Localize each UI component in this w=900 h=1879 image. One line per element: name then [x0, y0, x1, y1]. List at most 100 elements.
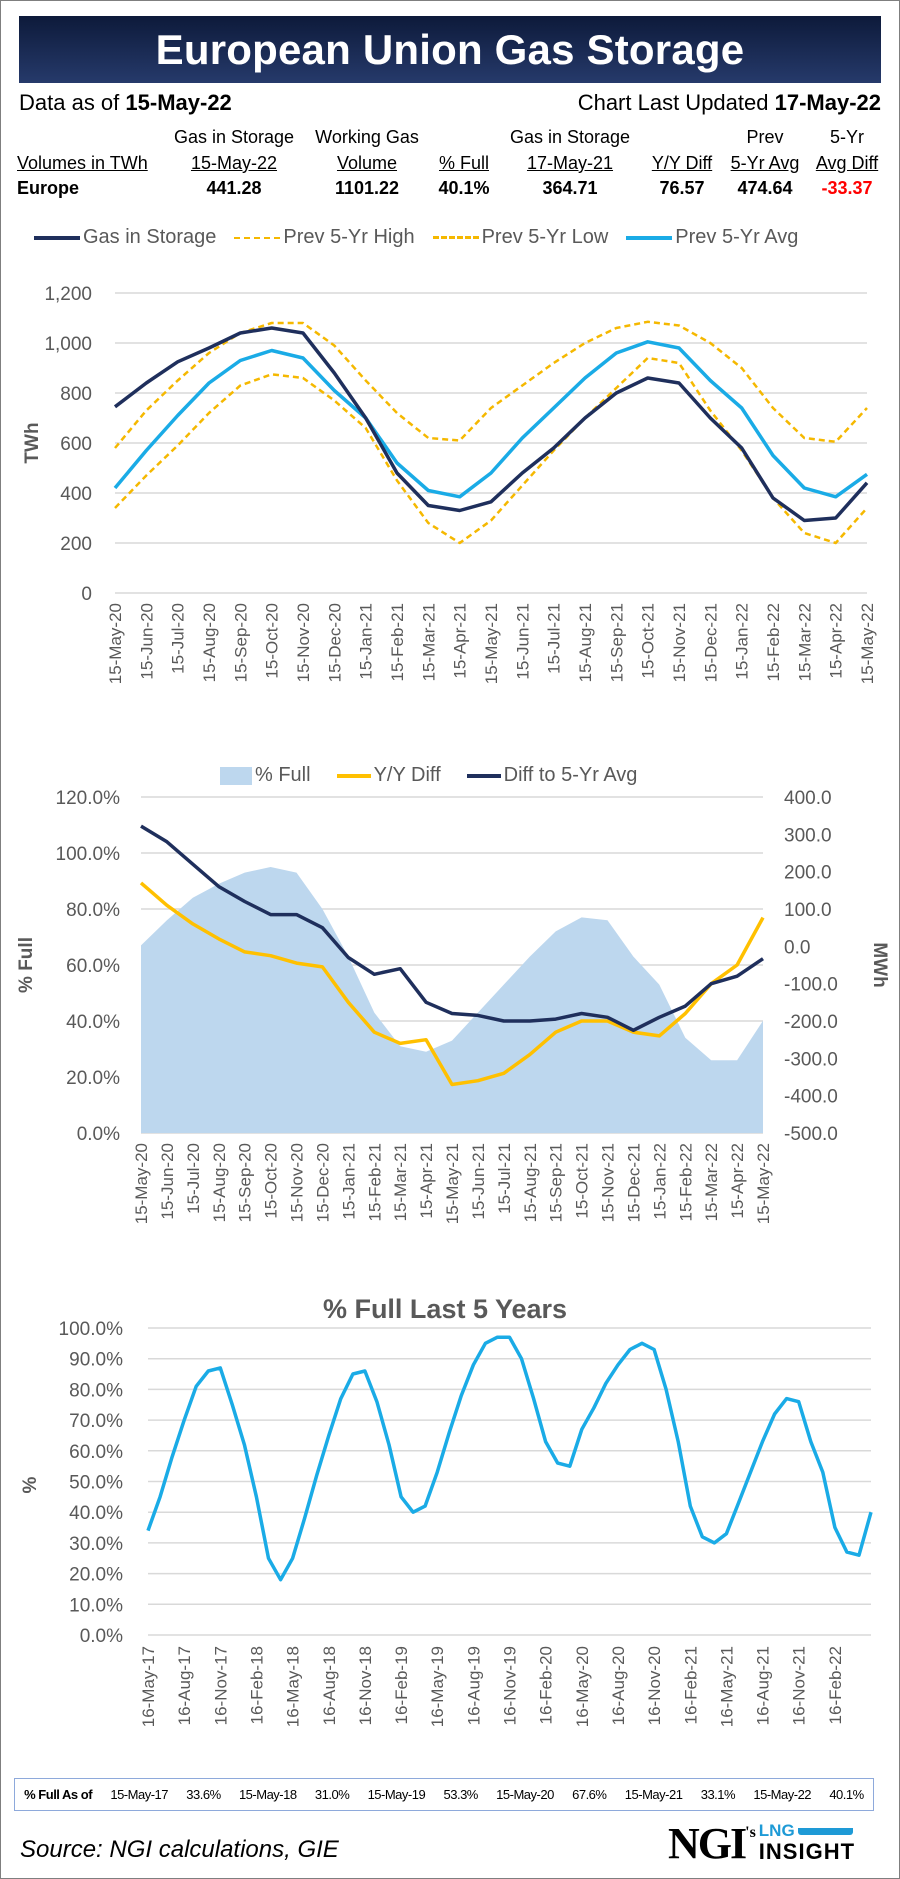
- legend-label: Gas in Storage: [83, 226, 217, 248]
- x-tick-label: 15-May-22: [754, 1143, 773, 1224]
- column-header: Volume: [336, 153, 398, 173]
- y-tick-label: 90.0%: [69, 1350, 123, 1371]
- page-title: European Union Gas Storage: [155, 25, 745, 73]
- x-tick-label: 15-Apr-22: [827, 603, 846, 679]
- column-header-top: Working Gas: [315, 127, 419, 147]
- y-tick-label: 0: [81, 584, 92, 605]
- source-note: Source: NGI calculations, GIE: [20, 1836, 339, 1863]
- x-tick-label: 16-Feb-20: [537, 1646, 556, 1724]
- series-line-pct-full: [146, 1335, 873, 1582]
- legend-label: Diff to 5-Yr Avg: [503, 764, 638, 786]
- x-tick-label: 15-Sep-20: [231, 603, 250, 682]
- legend-pct-full: % Full: [220, 764, 311, 787]
- y-tick-label: 600: [60, 434, 92, 455]
- series-area-pct-full: [141, 867, 763, 1133]
- y-tick-label: 10.0%: [69, 1595, 123, 1616]
- footer-date: 15-May-19: [367, 1787, 426, 1802]
- footer-value: 67.6%: [572, 1787, 607, 1802]
- x-tick-label: 16-Feb-18: [247, 1646, 266, 1724]
- footer-date: 15-May-22: [753, 1787, 812, 1802]
- y-tick-label: 80.0%: [66, 900, 120, 921]
- column-header-top: Gas in Storage: [509, 127, 631, 147]
- y-tick-label: 0.0%: [77, 1124, 120, 1145]
- column-header: % Full: [438, 153, 490, 173]
- x-tick-label: 15-Apr-21: [417, 1143, 436, 1219]
- x-tick-label: 15-May-20: [106, 603, 125, 684]
- footer-date: 15-May-21: [624, 1787, 683, 1802]
- y-tick-label: 120.0%: [56, 788, 121, 809]
- y-tick-label: 0.0%: [80, 1626, 123, 1647]
- column-header: 5-Yr Avg: [730, 153, 800, 173]
- x-tick-label: 15-May-20: [132, 1143, 151, 1224]
- x-tick-label: 15-Oct-21: [573, 1143, 592, 1219]
- x-tick-label: 15-Jul-20: [184, 1143, 203, 1214]
- x-tick-label: 15-Aug-20: [210, 1143, 229, 1222]
- legend-gas-in-storage: Gas in Storage: [34, 226, 216, 249]
- x-tick-label: 16-Aug-21: [754, 1646, 773, 1725]
- legend-swatch: [234, 236, 281, 239]
- y-tick-label: -400.0: [784, 1087, 838, 1108]
- legend-prev-5yr-low: Prev 5-Yr Low: [432, 226, 608, 249]
- x-tick-label: 16-Nov-21: [790, 1646, 809, 1725]
- ship-icon: [797, 1828, 853, 1836]
- legend-label: Prev 5-Yr Avg: [675, 226, 799, 248]
- series-line-yy-diff: [139, 881, 765, 1087]
- x-tick-label: 15-Nov-20: [294, 603, 313, 682]
- x-tick-label: 16-Nov-19: [501, 1646, 520, 1725]
- pct-full-footer-table: % Full As of 15-May-17 33.6% 15-May-18 31.…: [14, 1778, 874, 1811]
- row-label-header: Volumes in TWh: [17, 153, 148, 173]
- x-tick-label: 15-May-21: [443, 1143, 462, 1224]
- y-tick-label: -300.0: [784, 1049, 838, 1070]
- row-label: Europe: [17, 178, 80, 198]
- legend-swatch: [220, 766, 252, 785]
- y-tick-label: 400: [60, 484, 92, 505]
- column-value: 76.57: [659, 178, 705, 198]
- footer-value: 53.3%: [443, 1787, 479, 1802]
- y-tick-label: 20.0%: [66, 1068, 120, 1089]
- x-tick-label: 15-Sep-20: [236, 1143, 255, 1222]
- x-tick-label: 15-Jun-21: [513, 603, 532, 680]
- footer-date: 15-May-18: [238, 1787, 297, 1802]
- x-tick-label: 15-Jul-20: [169, 603, 188, 674]
- y-tick-label: 60.0%: [69, 1442, 123, 1463]
- footer-value: 33.1%: [700, 1787, 736, 1802]
- y-tick-label: 200.0: [784, 863, 832, 884]
- legend-swatch: [336, 773, 371, 778]
- y-tick-label: 40.0%: [69, 1503, 123, 1524]
- legend-prev-5yr-high: Prev 5-Yr High: [234, 226, 415, 249]
- x-tick-label: 15-Feb-21: [388, 603, 407, 681]
- x-tick-label: 15-Jan-22: [733, 603, 752, 680]
- x-tick-label: 15-Oct-20: [262, 1143, 281, 1219]
- y-tick-label: -100.0: [784, 975, 838, 996]
- column-header: Y/Y Diff: [651, 153, 713, 173]
- series-line-diff-to-5yr-avg: [140, 824, 764, 1033]
- x-tick-label: 15-Nov-21: [670, 603, 689, 682]
- x-tick-label: 15-Aug-20: [200, 603, 219, 682]
- y-tick-label: 100.0%: [59, 1319, 124, 1340]
- x-tick-label: 15-Apr-22: [728, 1143, 747, 1219]
- x-tick-label: 16-Feb-19: [392, 1646, 411, 1724]
- data-as-of-label: Data as of: [19, 90, 120, 115]
- legend-yy-diff: Y/Y Diff: [336, 764, 441, 787]
- x-tick-label: 15-Sep-21: [547, 1143, 566, 1222]
- x-tick-label: 15-Jun-20: [137, 603, 156, 680]
- footer-date: 15-May-20: [496, 1787, 554, 1802]
- x-tick-label: 15-Jan-21: [339, 1143, 358, 1220]
- logo-ngi: NGI: [668, 1819, 747, 1868]
- x-tick-label: 15-Dec-20: [325, 603, 344, 682]
- x-tick-label: 15-Sep-21: [607, 603, 626, 682]
- y-axis-title: TWh: [22, 422, 43, 463]
- y-tick-label: 20.0%: [69, 1565, 123, 1586]
- footer-label: % Full As of: [24, 1787, 93, 1802]
- y-tick-label: 200: [60, 534, 92, 555]
- legend-swatch: [626, 235, 673, 240]
- x-tick-label: 16-May-19: [428, 1646, 447, 1727]
- footer-value: 33.6%: [186, 1787, 221, 1802]
- x-tick-label: 16-May-17: [139, 1646, 158, 1727]
- y-tick-label: 800: [60, 384, 92, 405]
- x-tick-label: 15-Jun-20: [158, 1143, 177, 1220]
- x-tick-label: 15-Mar-21: [419, 603, 438, 681]
- x-tick-label: 16-Nov-17: [211, 1646, 230, 1725]
- footer-date: 15-May-17: [110, 1787, 168, 1802]
- footer-value: 40.1%: [829, 1787, 864, 1802]
